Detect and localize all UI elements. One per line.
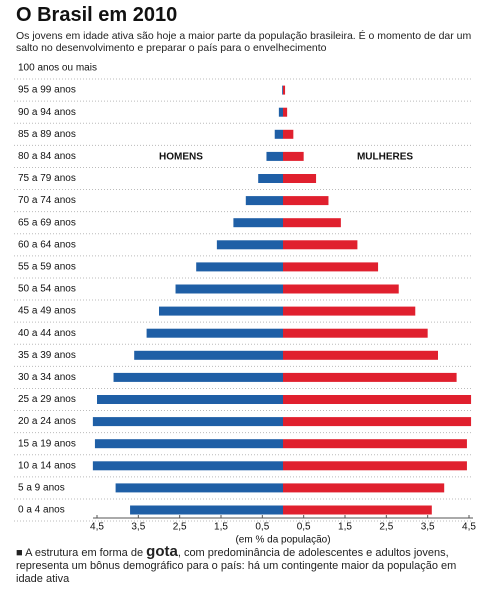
bar [94, 439, 283, 449]
y-tick-label: 60 a 64 anos [18, 239, 76, 250]
legend-label: HOMENS [159, 152, 203, 163]
bar [283, 395, 472, 404]
bar [134, 350, 283, 360]
y-tick-label: 75 a 79 anos [18, 173, 76, 184]
bar [258, 174, 283, 183]
x-axis-label: (em % da população) [235, 535, 330, 546]
bar [233, 218, 283, 228]
x-tick-label: 2,5 [173, 522, 187, 533]
footnote-text: , com predominância de adolescentes e ad… [16, 547, 457, 585]
x-tick-label: 4,5 [90, 522, 104, 533]
bar [196, 262, 283, 272]
bar [115, 483, 283, 493]
bar [92, 417, 283, 427]
bar [283, 483, 445, 493]
bar [175, 284, 283, 294]
bar [283, 505, 432, 515]
bullet: ■ [16, 547, 26, 559]
bar [283, 306, 416, 316]
bar [283, 129, 294, 139]
y-tick-label: 45 a 49 anos [18, 306, 76, 317]
bar [283, 218, 341, 228]
bar [283, 284, 399, 294]
x-tick-label: 2,5 [379, 522, 393, 533]
y-tick-label: 0 a 4 anos [18, 505, 65, 516]
bar [92, 461, 283, 471]
x-tick-label: 0,5 [255, 522, 269, 533]
chart-title: O Brasil em 2010 [16, 4, 178, 26]
bar [283, 328, 428, 338]
bar [146, 328, 283, 338]
y-tick-label: 55 a 59 anos [18, 262, 76, 273]
bar [283, 439, 467, 449]
bar [283, 461, 467, 471]
bar [283, 262, 379, 272]
y-tick-label: 100 anos ou mais [18, 63, 97, 74]
y-tick-label: 30 a 34 anos [18, 372, 76, 383]
y-tick-label: 35 a 39 anos [18, 350, 76, 361]
bar [159, 306, 283, 316]
y-tick-label: 10 a 14 anos [18, 460, 76, 471]
bar [130, 505, 283, 515]
bar [283, 174, 317, 183]
y-tick-label: 80 a 84 anos [18, 151, 76, 162]
y-tick-label: 85 a 89 anos [18, 129, 76, 140]
x-tick-label: 0,5 [297, 522, 311, 533]
bar [282, 85, 283, 95]
footnote: ■ A estrutura em forma de gota, com pred… [16, 543, 476, 586]
x-tick-label: 1,5 [214, 522, 228, 533]
y-tick-label: 20 a 24 anos [18, 416, 76, 427]
bar [283, 350, 438, 360]
bar [266, 151, 283, 161]
x-tick-label: 3,5 [421, 522, 435, 533]
bar [274, 129, 283, 139]
bar [113, 372, 284, 382]
y-tick-label: 5 a 9 anos [18, 483, 65, 494]
x-tick-label: 4,5 [462, 522, 476, 533]
y-tick-label: 95 a 99 anos [18, 85, 76, 96]
footnote-text: A estrutura em forma de [25, 547, 144, 559]
chart-subtitle: Os jovens em idade ativa são hoje a maio… [16, 30, 472, 54]
y-tick-label: 25 a 29 anos [18, 394, 76, 405]
footnote-emphasis: gota [146, 543, 178, 560]
y-tick-label: 90 a 94 anos [18, 107, 76, 118]
legend-label: MULHERES [357, 152, 413, 163]
bar [97, 395, 283, 404]
bar [283, 196, 329, 206]
y-tick-label: 15 a 19 anos [18, 438, 76, 449]
y-tick-label: 40 a 44 anos [18, 328, 76, 339]
y-tick-label: 50 a 54 anos [18, 284, 76, 295]
x-tick-label: 1,5 [338, 522, 352, 533]
bar [283, 85, 286, 95]
bar [283, 107, 288, 117]
bar [283, 240, 358, 250]
bar [278, 107, 283, 117]
bar [283, 372, 457, 382]
bar [245, 196, 283, 206]
x-tick-label: 3,5 [131, 522, 145, 533]
bar [283, 151, 304, 161]
y-tick-label: 65 a 69 anos [18, 217, 76, 228]
y-tick-label: 70 a 74 anos [18, 195, 76, 206]
bar [216, 240, 283, 250]
bar [283, 417, 472, 427]
